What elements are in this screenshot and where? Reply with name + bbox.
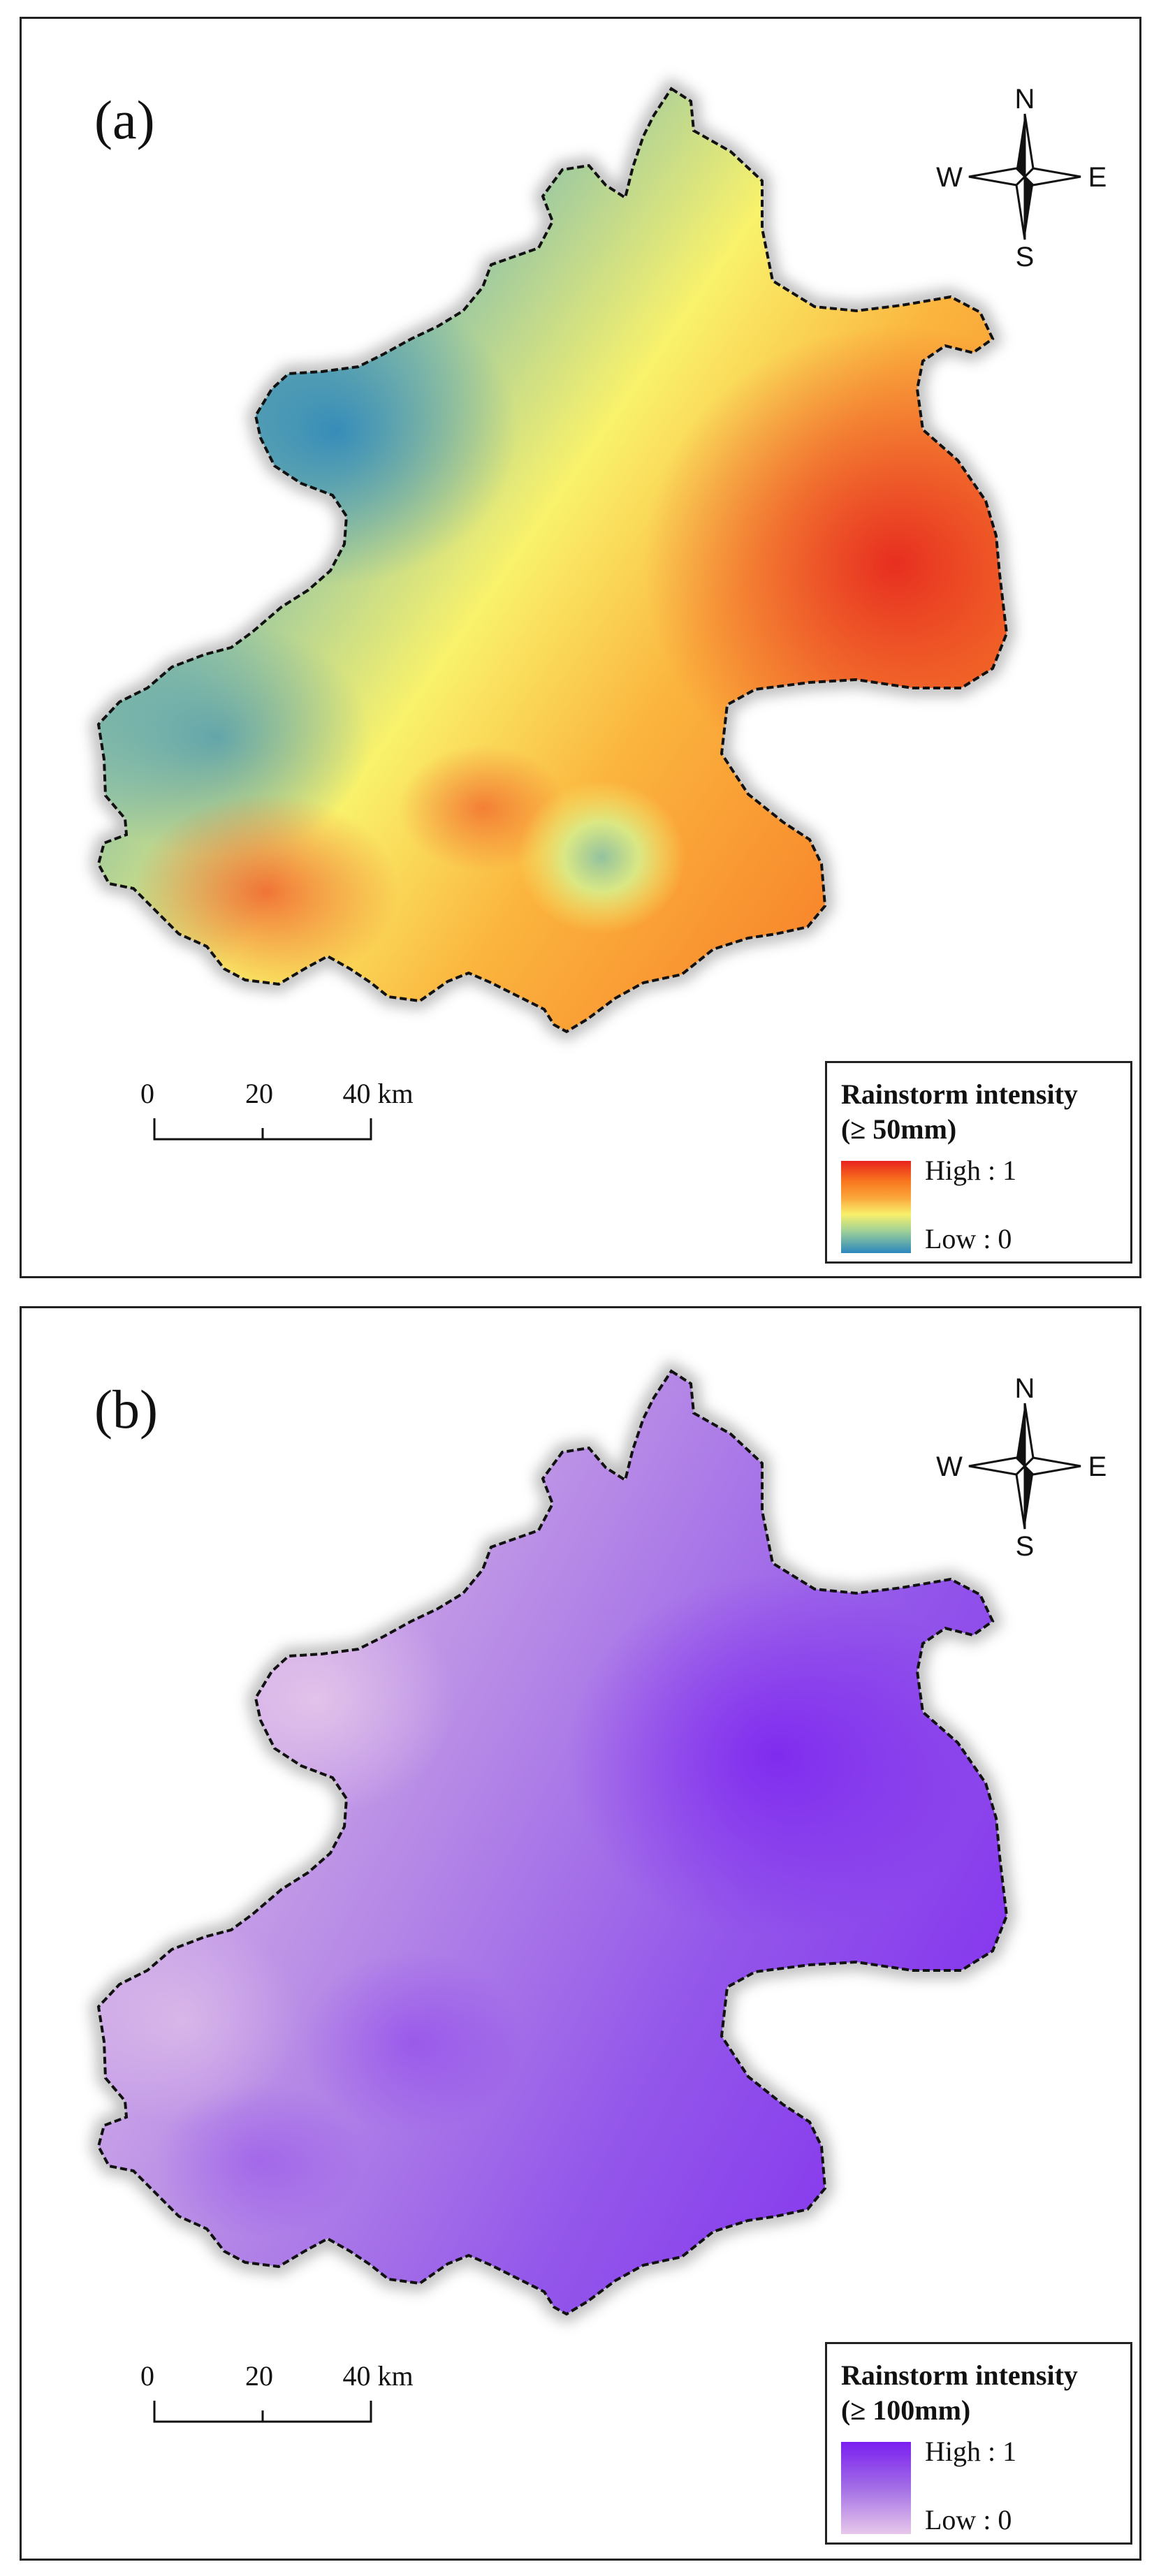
legend-title-line1: Rainstorm intensity bbox=[841, 2359, 1078, 2391]
rainstorm-map-50mm bbox=[22, 19, 1139, 1276]
compass-n: N bbox=[1015, 1375, 1035, 1404]
legend-color-ramp bbox=[841, 1161, 911, 1253]
legend-color-ramp bbox=[841, 2442, 911, 2534]
north-arrow-icon: N S E W bbox=[936, 1375, 1107, 1557]
legend-low-label: Low : 0 bbox=[925, 2504, 1012, 2535]
compass-s: S bbox=[1016, 1531, 1035, 1557]
scale-tick-0: 0 bbox=[140, 1078, 154, 1109]
scale-tick-20: 20 bbox=[245, 1078, 273, 1109]
legend-high-label: High : 1 bbox=[925, 1155, 1017, 1186]
compass-e: E bbox=[1088, 162, 1107, 193]
map-panel-a: (a) N S E W 0 20 40 km Rainstorm intensi… bbox=[20, 17, 1141, 1278]
rainstorm-map-100mm bbox=[22, 1308, 1139, 2559]
scale-bar: 0 20 40 km bbox=[140, 1078, 414, 1141]
panel-label: (b) bbox=[94, 1379, 158, 1440]
compass-e: E bbox=[1088, 1451, 1107, 1482]
scale-tick-20: 20 bbox=[245, 2360, 273, 2392]
scale-bar: 0 20 40 km bbox=[140, 2360, 414, 2423]
legend: Rainstorm intensity (≥ 100mm) High : 1 L… bbox=[825, 2342, 1132, 2545]
compass-w: W bbox=[936, 162, 963, 193]
scale-tick-40: 40 km bbox=[342, 2360, 413, 2392]
compass-s: S bbox=[1016, 242, 1035, 268]
north-arrow-icon: N S E W bbox=[936, 86, 1107, 268]
legend-title: Rainstorm intensity (≥ 50mm) bbox=[841, 1077, 1078, 1147]
legend-high-label: High : 1 bbox=[925, 2436, 1017, 2467]
legend-title-line2: (≥ 50mm) bbox=[841, 1113, 957, 1145]
legend-low-label: Low : 0 bbox=[925, 1223, 1012, 1254]
panel-label: (a) bbox=[94, 89, 155, 150]
legend-title-line1: Rainstorm intensity bbox=[841, 1078, 1078, 1110]
scale-tick-0: 0 bbox=[140, 2360, 154, 2392]
map-panel-b: (b) N S E W 0 20 40 km Rainstorm intensi… bbox=[20, 1306, 1141, 2561]
scale-tick-40: 40 km bbox=[342, 1078, 413, 1109]
legend: Rainstorm intensity (≥ 50mm) High : 1 Lo… bbox=[825, 1061, 1132, 1264]
legend-title-line2: (≥ 100mm) bbox=[841, 2394, 971, 2426]
compass-w: W bbox=[936, 1451, 963, 1482]
legend-title: Rainstorm intensity (≥ 100mm) bbox=[841, 2358, 1078, 2428]
compass-n: N bbox=[1015, 86, 1035, 115]
